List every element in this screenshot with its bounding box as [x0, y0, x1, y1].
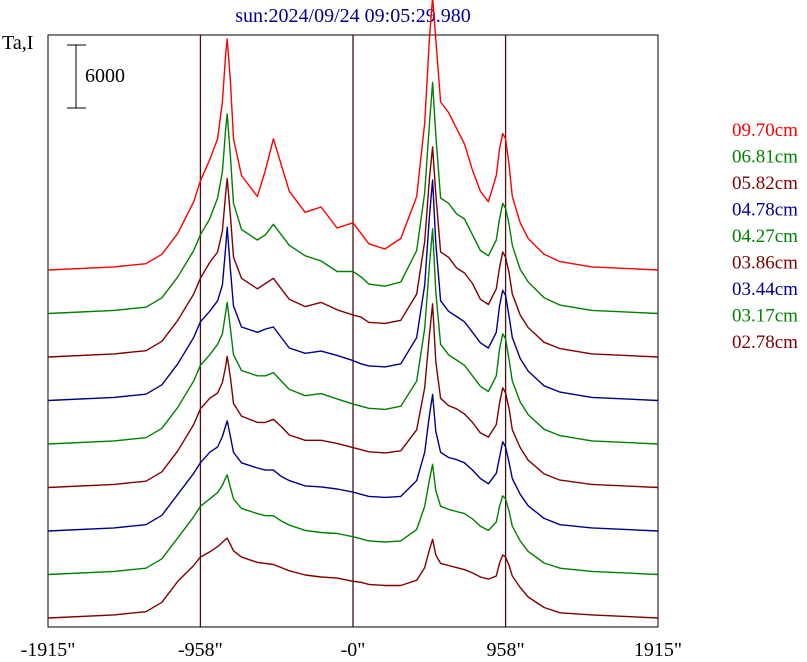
legend-entry: 02.78cm: [732, 332, 798, 353]
scale-bar-label: 6000: [85, 65, 125, 87]
x-tick-label: 958": [486, 639, 524, 661]
series-line-05.82cm: [47, 146, 659, 358]
legend-entry: 09.70cm: [732, 120, 798, 141]
legend-entry: 03.44cm: [732, 279, 798, 300]
scale-bar: 6000: [67, 44, 125, 109]
chart-title: sun:2024/09/24 09:05:29.980: [235, 5, 471, 27]
legend-entry: 03.17cm: [732, 306, 798, 327]
legend: 09.70cm 06.81cm 05.82cm 04.78cm 04.27cm 03.86…: [732, 120, 798, 353]
legend-entry: 04.27cm: [732, 226, 798, 247]
series-line-04.27cm: [47, 228, 659, 445]
series-group: [47, 0, 659, 619]
vertical-markers: [199, 35, 507, 627]
legend-entry: 05.82cm: [732, 173, 798, 194]
x-tick-label: -1915": [21, 639, 76, 661]
series-line-09.70cm: [47, 0, 659, 271]
legend-entry: 06.81cm: [732, 147, 798, 168]
series-line-02.78cm: [47, 537, 659, 619]
legend-entry: 03.86cm: [732, 253, 798, 274]
x-tick-label: 1915": [634, 639, 682, 661]
series-line-04.78cm: [47, 179, 659, 402]
series-line-03.17cm: [47, 463, 659, 576]
series-line-06.81cm: [47, 81, 659, 315]
x-tick-label: -958": [178, 639, 223, 661]
series-line-03.86cm: [47, 303, 659, 489]
x-tick-labels: -1915" -958" -0" 958" 1915": [21, 639, 683, 661]
legend-entry: 04.78cm: [732, 200, 798, 221]
series-line-03.44cm: [47, 393, 659, 532]
y-axis-label: Ta,I: [2, 32, 33, 54]
x-tick-label: -0": [341, 639, 366, 661]
